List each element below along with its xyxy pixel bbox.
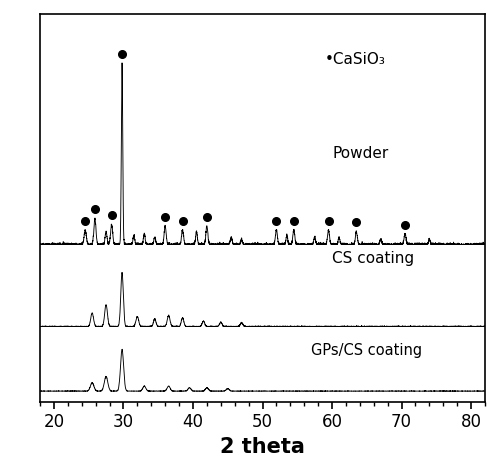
- Text: CS coating: CS coating: [332, 251, 414, 266]
- Text: •CaSiO₃: •CaSiO₃: [325, 52, 386, 67]
- Text: GPs/CS coating: GPs/CS coating: [311, 344, 422, 359]
- Text: Powder: Powder: [332, 146, 388, 161]
- X-axis label: 2 theta: 2 theta: [220, 437, 305, 457]
